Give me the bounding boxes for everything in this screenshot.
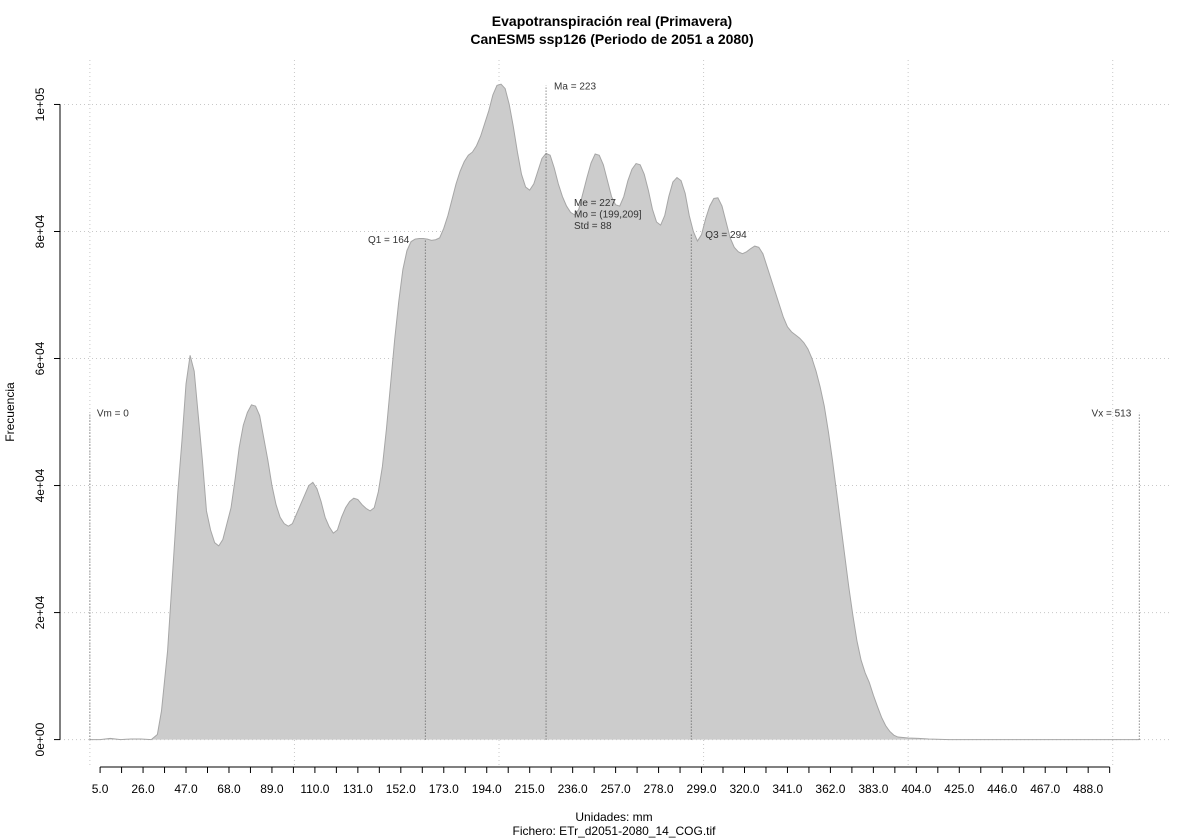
x-tick-label: 5.0 [92,782,109,796]
marker-label: Ma = 223 [554,81,596,92]
x-tick-label: 362.0 [815,782,845,796]
marker-label: Vm = 0 [97,409,129,420]
x-tick-label: 26.0 [131,782,155,796]
y-tick-label: 4e+04 [33,468,47,502]
marker-label: Q1 = 164 [368,235,410,246]
y-tick-label: 6e+04 [33,341,47,375]
x-tick-label: 47.0 [174,782,198,796]
x-tick-label: 341.0 [772,782,802,796]
y-tick-label: 2e+04 [33,595,47,629]
chart-title: Evapotranspiración real (Primavera) [492,13,732,29]
x-tick-label: 320.0 [729,782,759,796]
x-tick-label: 131.0 [343,782,373,796]
x-tick-label: 299.0 [687,782,717,796]
x-tick-label: 152.0 [386,782,416,796]
marker-label: Vx = 513 [1092,409,1132,420]
caption: Fichero: ETr_d2051-2080_14_COG.tif [513,824,717,838]
x-tick-label: 89.0 [260,782,284,796]
x-tick-label: 236.0 [558,782,588,796]
x-tick-label: 446.0 [987,782,1017,796]
x-tick-label: 173.0 [429,782,459,796]
x-tick-label: 194.0 [472,782,502,796]
x-tick-label: 110.0 [300,782,329,796]
y-tick-label: 8e+04 [33,214,47,248]
density-line [89,83,1140,741]
x-tick-label: 404.0 [901,782,931,796]
y-tick-label: 0e+00 [33,722,47,756]
marker-label: Q3 = 294 [705,230,747,241]
x-tick-label: 68.0 [217,782,241,796]
density-area [89,84,1140,740]
stat-label: Mo = (199,209] [574,210,642,221]
x-tick-label: 383.0 [858,782,888,796]
x-tick-label: 425.0 [944,782,974,796]
x-tick-label: 257.0 [601,782,631,796]
stat-label: Me = 227 [574,198,616,209]
y-tick-label: 1e+05 [33,87,47,121]
chart-subtitle: CanESM5 ssp126 (Periodo de 2051 a 2080) [470,31,753,47]
x-axis-label: Unidades: mm [575,810,652,824]
y-axis-label: Frecuencia [3,382,17,442]
x-tick-label: 278.0 [644,782,674,796]
x-tick-label: 488.0 [1073,782,1103,796]
stat-label: Std = 88 [574,221,612,232]
x-tick-label: 215.0 [515,782,545,796]
x-tick-label: 467.0 [1030,782,1060,796]
